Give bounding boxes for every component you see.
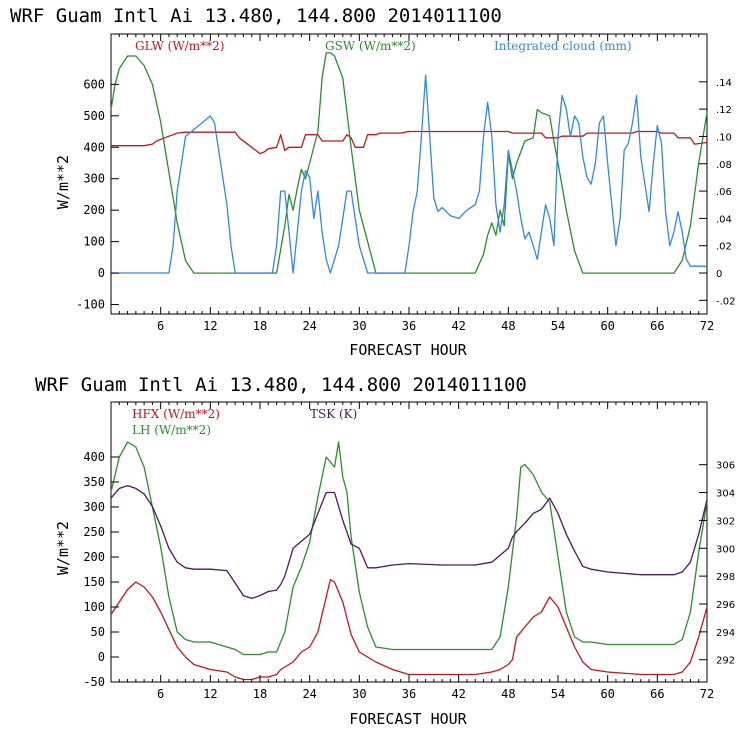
y-tick-label: 100	[83, 235, 105, 249]
plot-frame	[110, 33, 708, 315]
x-tick-label: 12	[203, 319, 217, 333]
legend-hfx: HFX (W/m**2)	[132, 407, 220, 421]
right-y-tick-label: .02	[716, 242, 732, 253]
right-y-tick-label: .10	[716, 132, 732, 143]
x-tick-label: 48	[501, 319, 515, 333]
x-tick-label: 36	[402, 319, 416, 333]
x-tick-label: 60	[600, 687, 614, 701]
x-tick-label: 18	[253, 687, 267, 701]
legend-tsk: TSK (K)	[310, 407, 357, 421]
right-y-tick-label: 300	[716, 544, 735, 555]
x-tick-label: 48	[501, 687, 515, 701]
x-tick-label: 54	[551, 687, 565, 701]
y-tick-label: 300	[83, 172, 105, 186]
legend-cloud: Integrated cloud (mm)	[494, 39, 632, 53]
x-tick-label: 6	[157, 687, 164, 701]
right-y-tick-label: 304	[716, 489, 735, 500]
x-tick-label: 6	[157, 319, 164, 333]
y-tick-label: 200	[83, 550, 105, 564]
x-tick-label: 12	[203, 687, 217, 701]
right-y-tick-label: 298	[716, 572, 735, 583]
y-tick-label: 0	[98, 650, 105, 664]
y-tick-label: 200	[83, 203, 105, 217]
series-line-lh	[110, 441, 708, 656]
x-tick-label: 30	[352, 319, 366, 333]
right-y-tick-label: .14	[716, 78, 732, 89]
y-tick-label: 50	[91, 625, 105, 639]
panel-bottom: WRF Guam Intl Ai 13.480, 144.800 2014011…	[35, 374, 735, 728]
y-tick-label: 100	[83, 600, 105, 614]
right-y-tick-label: 306	[716, 461, 735, 472]
y-tick-label: 0	[98, 266, 105, 280]
x-tick-label: 30	[352, 687, 366, 701]
y-tick-label: 500	[83, 109, 105, 123]
x-axis-label: FORECAST HOUR	[349, 341, 467, 359]
y-tick-label: 150	[83, 575, 105, 589]
x-tick-label: 36	[402, 687, 416, 701]
x-tick-label: 24	[302, 319, 316, 333]
legend-gsw: GSW (W/m**2)	[325, 39, 416, 53]
x-tick-label: 60	[600, 319, 614, 333]
x-tick-label: 54	[551, 319, 565, 333]
series-line-glw	[111, 130, 708, 155]
right-y-tick-label: 302	[716, 516, 735, 527]
y-tick-label: 400	[83, 450, 105, 464]
x-tick-label: 66	[650, 687, 664, 701]
panel-title: WRF Guam Intl Ai 13.480, 144.800 2014011…	[35, 374, 527, 396]
y-tick-label: 300	[83, 500, 105, 514]
y-tick-label: -50	[83, 675, 105, 689]
x-tick-label: 24	[302, 687, 316, 701]
y-tick-label: 400	[83, 140, 105, 154]
series-line-gsw	[110, 52, 708, 274]
right-y-tick-label: 294	[716, 628, 735, 639]
legend-glw: GLW (W/m**2)	[135, 39, 224, 53]
x-axis-label: FORECAST HOUR	[349, 710, 467, 728]
x-tick-label: 42	[451, 687, 465, 701]
x-tick-label: 72	[700, 319, 714, 333]
right-y-tick-label: .08	[716, 160, 732, 171]
right-y-tick-label: .06	[716, 187, 732, 198]
panel-top: WRF Guam Intl Ai 13.480, 144.800 2014011…	[10, 5, 736, 359]
right-y-tick-label: .12	[716, 105, 732, 116]
y-tick-label: 600	[83, 77, 105, 91]
plot-frame	[110, 401, 708, 683]
series-line-integrated	[111, 74, 707, 274]
y-tick-label: 250	[83, 525, 105, 539]
panel-title: WRF Guam Intl Ai 13.480, 144.800 2014011…	[10, 5, 502, 27]
right-y-tick-label: .04	[716, 214, 732, 225]
right-y-tick-label: 296	[716, 600, 735, 611]
right-y-tick-label: -.02	[716, 296, 736, 307]
right-y-tick-label: 0	[716, 269, 722, 280]
series-line-hfx	[110, 578, 708, 681]
y-axis-label: W/m**2	[54, 155, 72, 209]
right-y-tick-label: 292	[716, 656, 735, 667]
x-tick-label: 42	[451, 319, 465, 333]
y-tick-label: -100	[76, 298, 105, 312]
x-tick-label: 18	[253, 319, 267, 333]
x-tick-label: 72	[700, 687, 714, 701]
y-tick-label: 350	[83, 475, 105, 489]
series-line-tsk	[110, 484, 708, 600]
x-tick-label: 66	[650, 319, 664, 333]
legend-lh: LH (W/m**2)	[132, 423, 211, 437]
y-axis-label: W/m**2	[54, 521, 72, 575]
